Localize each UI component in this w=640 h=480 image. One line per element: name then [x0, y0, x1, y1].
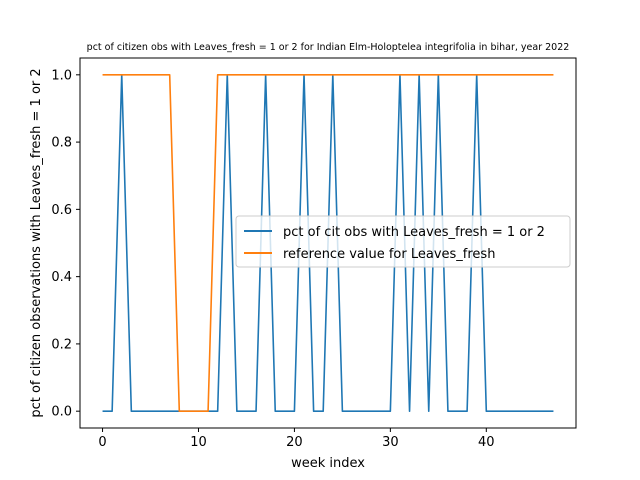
- x-tick-label: 10: [190, 435, 207, 450]
- x-tick-label: 20: [286, 435, 303, 450]
- y-axis-label: pct of citizen observations with Leaves_…: [29, 68, 44, 417]
- y-tick-label: 0.0: [51, 405, 72, 420]
- x-tick-label: 40: [478, 435, 495, 450]
- y-tick-label: 1.0: [51, 68, 72, 83]
- legend: pct of cit obs with Leaves_fresh = 1 or …: [235, 215, 571, 268]
- series-line-reference-value: [102, 74, 554, 412]
- x-axis-ticks: 0 10 20 30 40: [98, 428, 495, 450]
- y-tick-label: 0.2: [51, 337, 72, 352]
- legend-label-reference: reference value for Leaves_fresh: [283, 247, 495, 262]
- y-tick-label: 0.4: [51, 270, 72, 285]
- legend-box: [235, 215, 571, 268]
- legend-label-pct: pct of cit obs with Leaves_fresh = 1 or …: [283, 225, 545, 240]
- x-tick-label: 0: [98, 435, 106, 450]
- y-axis-ticks: 0.0 0.2 0.4 0.6 0.8 1.0: [51, 68, 80, 420]
- x-axis-label: week index: [291, 456, 365, 471]
- x-tick-label: 30: [382, 435, 399, 450]
- plot-frame: [79, 57, 577, 429]
- y-tick-label: 0.8: [51, 136, 72, 151]
- chart-title: pct of citizen obs with Leaves_fresh = 1…: [87, 42, 570, 53]
- y-tick-label: 0.6: [51, 203, 72, 218]
